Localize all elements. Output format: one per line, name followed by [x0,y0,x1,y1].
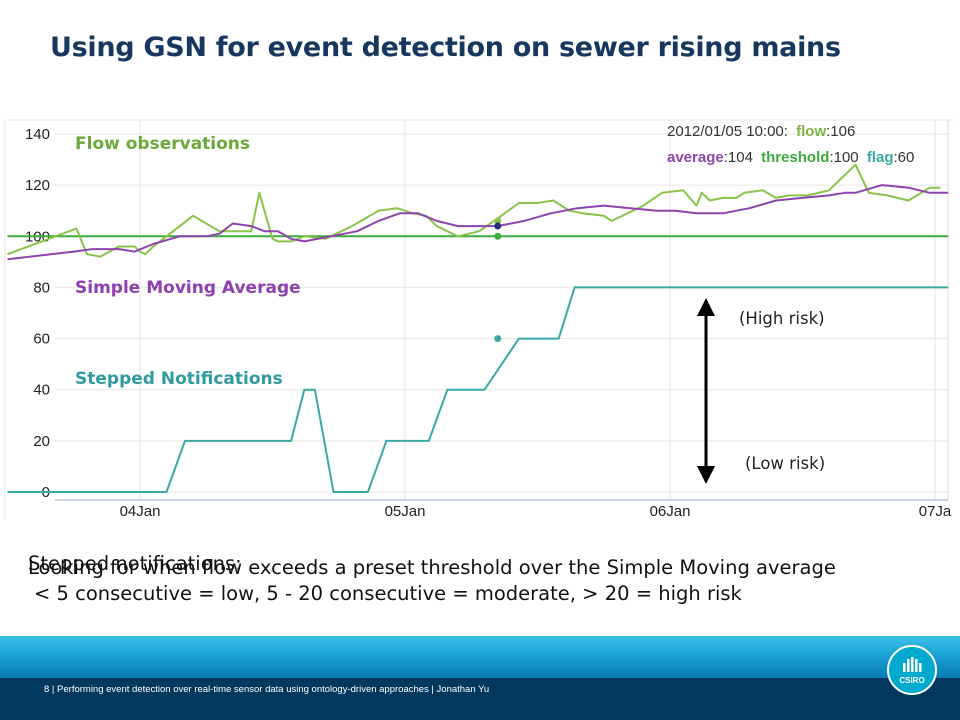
csiro-logo-text: CSIRO [899,676,925,685]
tooltip-threshold-value: :100 [829,149,858,166]
risk-double-arrow [697,298,715,484]
low-risk-label: (Low risk) [745,454,826,473]
csiro-logo: CSIRO [887,645,937,695]
y-tick-label: 80 [33,279,50,296]
tooltip-flow-value: :106 [826,123,855,140]
x-axis-ticks: 04Jan 05Jan 06Jan 07Ja [120,503,952,520]
tooltip-flow-key: flow [796,123,826,140]
body-text-stepped-notifications: Stepped notifications: [28,552,242,575]
chart-markers [494,217,502,343]
tooltip-date: 2012/01/05 10:00: [667,123,788,140]
series-flow-observations [7,163,941,258]
x-tick-label: 05Jan [385,503,426,520]
legend-flow-observations: Flow observations [75,134,251,154]
chart-tooltip: 2012/01/05 10:00: flow:106 average:104 t… [667,123,914,166]
tooltip-average-key: average [667,149,724,166]
data-point-marker [494,335,502,343]
series-simple-moving-average [7,184,949,261]
y-tick-label: 120 [25,177,50,194]
footer-wave [0,636,960,678]
data-point-marker [494,217,502,225]
tooltip-flag-value: :60 [893,149,914,166]
tooltip-threshold-key: threshold [761,149,829,166]
y-tick-label: 40 [33,382,50,399]
y-tick-label: 60 [33,331,50,348]
footer-text: 8 | Performing event detection over real… [44,684,490,695]
csiro-logo-icon [903,657,922,672]
chart-grid [4,119,955,520]
series-stepped-notifications [7,286,949,493]
y-tick-label: 20 [33,433,50,450]
tooltip-flag-key: flag [867,149,894,166]
high-risk-label: (High risk) [739,309,825,328]
y-tick-label: 140 [25,126,50,143]
legend-simple-moving-average: Simple Moving Average [75,278,301,298]
x-tick-label: 06Jan [650,503,691,520]
slide-title: Using GSN for event detection on sewer r… [50,32,841,63]
data-point-marker [494,222,502,230]
x-tick-label: 07Ja [919,503,952,520]
x-tick-label: 04Jan [120,503,161,520]
chart-series [7,163,949,493]
legend-stepped-notifications: Stepped Notifications [75,369,283,389]
svg-text:average:104 threshold:10: average:104 threshold:100 flag:60 [667,149,914,166]
svg-text:2012/01/05 10:00: flow:1: 2012/01/05 10:00: flow:106 [667,123,855,140]
tooltip-average-value: :104 [724,149,753,166]
data-point-marker [494,232,502,240]
body-text-risk-levels: < 5 consecutive = low, 5 - 20 consecutiv… [34,582,742,605]
body-text-threshold: Looking for when flow exceeds a preset t… [28,556,836,579]
